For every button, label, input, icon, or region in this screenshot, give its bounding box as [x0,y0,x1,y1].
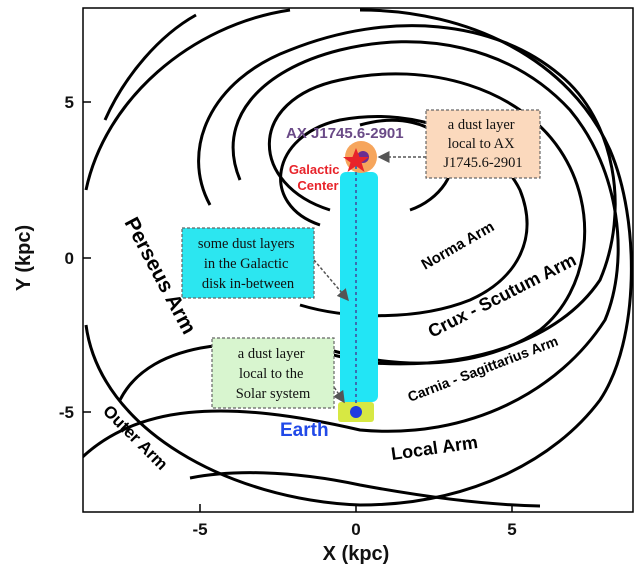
arm-curve-crux [267,72,587,365]
svg-text:some dust layers in the: some dust layers in the Galactic disk in… [198,236,298,292]
callout-solar-line-3: Solar system [236,386,311,402]
y-tick-0: 0 [65,249,74,268]
arm-curve-norma [279,115,529,318]
earth-marker [350,406,362,418]
callout-solar-layer: a dust layer local to the Solar system [211,337,345,409]
svg-text:a dust layer local to th: a dust layer local to the Solar system [236,346,311,402]
arm-curve-sagittarius [83,40,620,459]
arm-curve-perseus-outer [84,8,633,507]
source-label: AX J1745.6-2901 [286,125,404,142]
axis-ticks [83,101,513,512]
y-tick-5: 5 [65,93,74,112]
y-axis-title: Y (kpc) [13,225,35,291]
callout-disk-layers: some dust layers in the Galactic disk in… [181,227,349,302]
galactic-center-label-line-1: Galactic [289,162,340,177]
callout-disk-line-3: disk in-between [202,276,295,292]
y-tick-minus5: -5 [59,403,74,422]
callout-disk-line-1: some dust layers [198,236,295,252]
callout-disk-line-2: in the Galactic [204,256,289,272]
callout-source-line-1: a dust layer [448,117,515,133]
callout-source-line-2: local to AX [448,136,515,152]
callout-source-layer: a dust layer local to AX J1745.6-2901 [377,109,541,179]
galactic-disk-dust-band [340,172,378,402]
arm-curve-outer [84,8,291,191]
galactic-center-star-icon [343,148,369,172]
callout-solar-line-2: local to the [239,366,303,382]
callout-solar-line-1: a dust layer [238,346,305,362]
galactic-center-label-line-2: Center [297,178,338,193]
x-tick-0: 0 [351,520,360,539]
svg-text:Galactic Center: Galactic Center [289,162,343,193]
x-tick-5: 5 [507,520,516,539]
callout-source-line-3: J1745.6-2901 [443,155,522,171]
plot-frame [82,7,634,513]
earth-label: Earth [280,420,329,441]
arm-curve-local [189,471,541,508]
x-tick-minus5: -5 [192,520,207,539]
x-axis-title: X (kpc) [323,543,390,565]
arm-curve-outermost [103,13,197,121]
svg-text:a dust layer local to AX: a dust layer local to AX J1745.6-2901 [443,117,522,171]
